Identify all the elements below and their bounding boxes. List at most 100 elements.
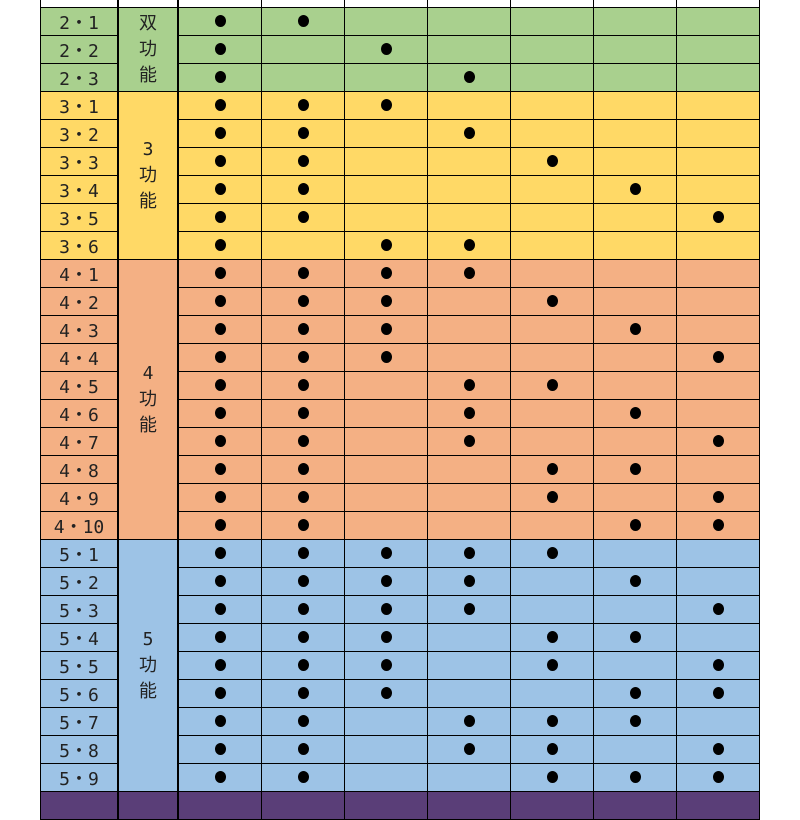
mark-cell[interactable] xyxy=(510,343,594,372)
mark-cell[interactable] xyxy=(177,231,262,260)
mark-cell[interactable] xyxy=(261,511,345,540)
mark-cell[interactable] xyxy=(593,147,677,176)
mark-cell[interactable] xyxy=(593,651,677,680)
mark-cell[interactable] xyxy=(510,483,594,512)
mark-cell[interactable] xyxy=(427,735,511,764)
mark-cell[interactable] xyxy=(344,539,428,568)
mark-cell[interactable] xyxy=(676,651,760,680)
mark-cell[interactable] xyxy=(177,595,262,624)
mark-cell[interactable] xyxy=(427,483,511,512)
mark-cell[interactable] xyxy=(510,399,594,428)
code-cell[interactable]: 4・1 xyxy=(40,259,119,288)
code-cell[interactable]: 5・7 xyxy=(40,707,119,736)
mark-cell[interactable] xyxy=(427,91,511,120)
mark-cell[interactable] xyxy=(427,511,511,540)
mark-cell[interactable] xyxy=(261,175,345,204)
mark-cell[interactable] xyxy=(593,203,677,232)
mark-cell[interactable] xyxy=(427,287,511,316)
mark-cell[interactable] xyxy=(344,287,428,316)
mark-cell[interactable] xyxy=(510,651,594,680)
mark-cell[interactable] xyxy=(510,231,594,260)
mark-cell[interactable] xyxy=(593,35,677,64)
mark-cell[interactable] xyxy=(676,119,760,148)
mark-cell[interactable] xyxy=(177,147,262,176)
mark-cell[interactable] xyxy=(593,399,677,428)
mark-cell[interactable] xyxy=(593,119,677,148)
header-cell[interactable] xyxy=(117,0,179,8)
mark-cell[interactable] xyxy=(593,595,677,624)
mark-cell[interactable] xyxy=(427,315,511,344)
code-cell[interactable]: 4・2 xyxy=(40,287,119,316)
mark-cell[interactable] xyxy=(344,483,428,512)
mark-cell[interactable] xyxy=(261,595,345,624)
mark-cell[interactable] xyxy=(593,483,677,512)
mark-cell[interactable] xyxy=(177,203,262,232)
code-cell[interactable]: 4・10 xyxy=(40,511,119,540)
mark-cell[interactable] xyxy=(510,511,594,540)
mark-cell[interactable] xyxy=(344,595,428,624)
mark-cell[interactable] xyxy=(344,707,428,736)
mark-cell[interactable] xyxy=(593,707,677,736)
mark-cell[interactable] xyxy=(676,343,760,372)
mark-cell[interactable] xyxy=(177,427,262,456)
mark-cell[interactable] xyxy=(427,175,511,204)
mark-cell[interactable] xyxy=(177,511,262,540)
mark-cell[interactable] xyxy=(344,763,428,792)
mark-cell[interactable] xyxy=(344,119,428,148)
mark-cell[interactable] xyxy=(676,203,760,232)
mark-cell[interactable] xyxy=(593,623,677,652)
mark-cell[interactable] xyxy=(510,175,594,204)
mark-cell[interactable] xyxy=(261,539,345,568)
mark-cell[interactable] xyxy=(177,539,262,568)
mark-cell[interactable] xyxy=(261,399,345,428)
mark-cell[interactable] xyxy=(427,427,511,456)
mark-cell[interactable] xyxy=(676,483,760,512)
mark-cell[interactable] xyxy=(593,231,677,260)
footer-cell[interactable] xyxy=(40,791,119,820)
mark-cell[interactable] xyxy=(177,651,262,680)
mark-cell[interactable] xyxy=(593,455,677,484)
mark-cell[interactable] xyxy=(344,511,428,540)
mark-cell[interactable] xyxy=(344,455,428,484)
mark-cell[interactable] xyxy=(344,735,428,764)
mark-cell[interactable] xyxy=(177,259,262,288)
mark-cell[interactable] xyxy=(676,371,760,400)
code-cell[interactable]: 5・4 xyxy=(40,623,119,652)
mark-cell[interactable] xyxy=(510,455,594,484)
mark-cell[interactable] xyxy=(676,539,760,568)
mark-cell[interactable] xyxy=(177,35,262,64)
mark-cell[interactable] xyxy=(344,231,428,260)
header-cell[interactable] xyxy=(344,0,428,8)
mark-cell[interactable] xyxy=(510,203,594,232)
mark-cell[interactable] xyxy=(510,735,594,764)
mark-cell[interactable] xyxy=(676,735,760,764)
group-label-cell[interactable]: 5 功 能 xyxy=(117,539,179,792)
mark-cell[interactable] xyxy=(676,147,760,176)
group-label-cell[interactable]: 双 功 能 xyxy=(117,7,179,92)
code-cell[interactable]: 4・6 xyxy=(40,399,119,428)
mark-cell[interactable] xyxy=(344,567,428,596)
code-cell[interactable]: 5・9 xyxy=(40,763,119,792)
mark-cell[interactable] xyxy=(510,91,594,120)
mark-cell[interactable] xyxy=(261,231,345,260)
mark-cell[interactable] xyxy=(427,147,511,176)
mark-cell[interactable] xyxy=(676,427,760,456)
code-cell[interactable]: 4・9 xyxy=(40,483,119,512)
mark-cell[interactable] xyxy=(676,231,760,260)
mark-cell[interactable] xyxy=(177,763,262,792)
mark-cell[interactable] xyxy=(427,35,511,64)
mark-cell[interactable] xyxy=(676,455,760,484)
mark-cell[interactable] xyxy=(593,539,677,568)
mark-cell[interactable] xyxy=(510,567,594,596)
footer-cell[interactable] xyxy=(117,791,179,820)
code-cell[interactable]: 2・3 xyxy=(40,63,119,92)
code-cell[interactable]: 2・2 xyxy=(40,35,119,64)
mark-cell[interactable] xyxy=(510,147,594,176)
mark-cell[interactable] xyxy=(261,735,345,764)
header-cell[interactable] xyxy=(40,0,119,8)
mark-cell[interactable] xyxy=(593,91,677,120)
mark-cell[interactable] xyxy=(510,63,594,92)
mark-cell[interactable] xyxy=(344,35,428,64)
mark-cell[interactable] xyxy=(676,679,760,708)
header-cell[interactable] xyxy=(676,0,760,8)
